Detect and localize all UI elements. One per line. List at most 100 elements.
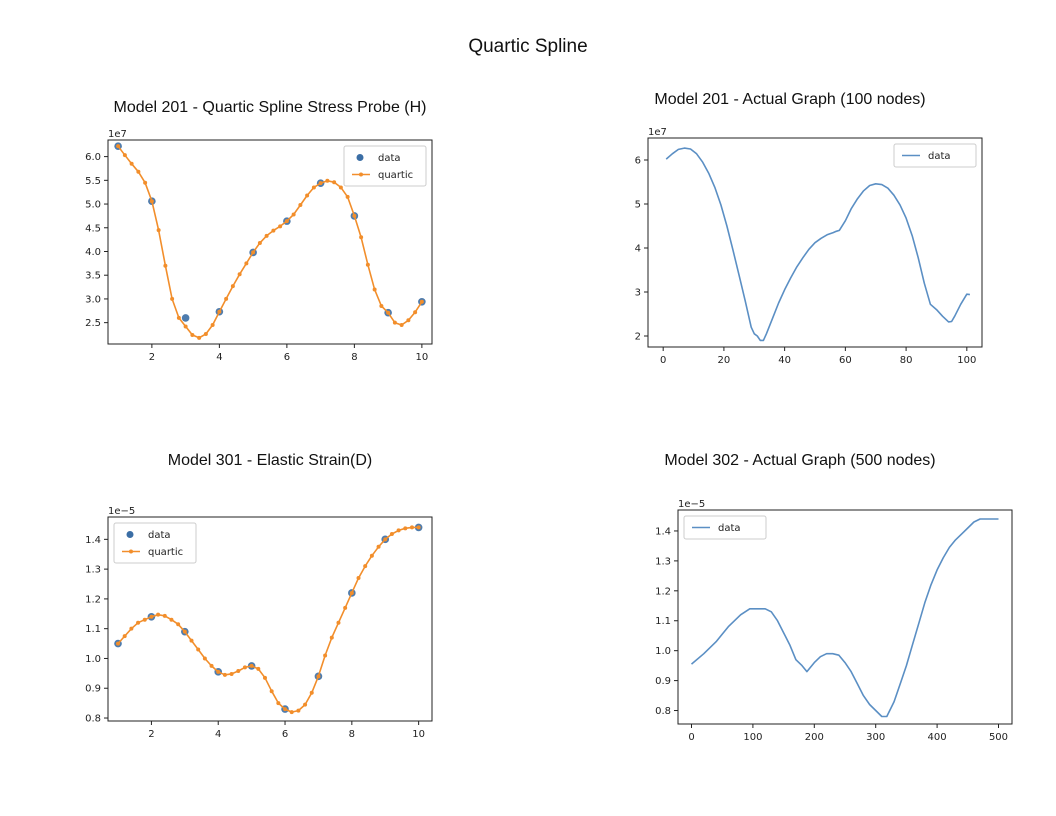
chart-2-title: Model 201 - Actual Graph (100 nodes) — [654, 91, 926, 108]
series-quartic-point — [149, 199, 154, 204]
series-quartic-point — [129, 161, 134, 166]
series-quartic-point — [363, 564, 368, 569]
series-quartic-point — [291, 212, 296, 217]
y-tick-label: 0.8 — [85, 714, 101, 725]
y-tick-label: 6.0 — [85, 152, 101, 163]
series-quartic-point — [196, 647, 201, 652]
series-quartic-point — [376, 544, 381, 549]
series-quartic-point — [372, 287, 377, 292]
series-quartic-point — [386, 310, 391, 315]
legend-label: data — [148, 530, 171, 541]
series-quartic-point — [189, 638, 194, 643]
y-tick-label: 6 — [635, 156, 641, 167]
x-tick-label: 6 — [282, 729, 288, 740]
series-quartic-point — [176, 315, 181, 320]
series-quartic-point — [316, 674, 321, 679]
y-tick-label: 5.5 — [85, 176, 101, 187]
series-quartic-point — [256, 666, 261, 671]
series-quartic-point — [222, 672, 227, 677]
y-tick-label: 4 — [635, 244, 641, 255]
y-tick-label: 1.1 — [85, 624, 101, 635]
series-quartic-point — [183, 324, 188, 329]
x-tick-label: 8 — [349, 729, 355, 740]
series-data-point — [181, 314, 190, 322]
x-tick-label: 300 — [866, 732, 885, 743]
series-quartic-point — [379, 304, 384, 309]
x-tick-label: 0 — [688, 732, 694, 743]
series-quartic-point — [129, 626, 134, 631]
axis-offset-text: 1e7 — [108, 129, 127, 140]
chart-3-elastic-strain: 1e−5 2 4 6 8 10 0.8 0.9 1.0 1.1 1.2 1.3 1.4 data quart… — [85, 506, 433, 740]
series-quartic-point — [283, 707, 288, 712]
y-tick-label: 2 — [635, 332, 641, 343]
series-quartic-point — [389, 531, 394, 536]
y-tick-label: 1.2 — [85, 594, 101, 605]
y-tick-label: 1.3 — [655, 556, 671, 567]
series-quartic-point — [296, 708, 301, 713]
series-quartic-point — [419, 299, 424, 304]
series-quartic-point — [396, 528, 401, 533]
series-quartic-point — [230, 284, 235, 289]
series-quartic-point — [284, 219, 289, 224]
y-tick-label: 0.9 — [655, 676, 671, 687]
legend-box — [893, 143, 977, 168]
legend: data quartic — [113, 522, 197, 564]
x-tick-label: 100 — [743, 732, 762, 743]
series-quartic-point — [303, 702, 308, 707]
series-quartic-point — [244, 261, 249, 266]
series-quartic-point — [237, 272, 242, 277]
x-tick-label: 400 — [928, 732, 947, 743]
x-tick-label: 2 — [148, 729, 154, 740]
legend-marker — [129, 549, 133, 554]
series-quartic-point — [143, 180, 148, 185]
series-quartic-point — [365, 262, 370, 267]
series-quartic-point — [311, 185, 316, 190]
chart-4-title: Model 302 - Actual Graph (500 nodes) — [664, 452, 936, 469]
series-data-line — [690, 518, 999, 718]
series-quartic-point — [345, 194, 350, 199]
series-quartic-point — [116, 641, 121, 646]
series-quartic-point — [289, 710, 294, 715]
legend-box — [683, 515, 767, 540]
series-quartic-point — [242, 665, 247, 670]
x-tick-label: 4 — [216, 352, 222, 363]
y-tick-label: 5.0 — [85, 200, 101, 211]
series-quartic-point — [278, 224, 283, 229]
series-quartic-point — [409, 525, 414, 530]
legend-label: data — [928, 151, 951, 162]
x-tick-label: 60 — [839, 355, 852, 366]
series-quartic-point — [202, 656, 207, 661]
series-quartic-point — [156, 228, 161, 233]
x-tick-label: 40 — [778, 355, 791, 366]
series-quartic-point — [325, 178, 330, 183]
axis-offset-text: 1e−5 — [108, 506, 135, 517]
series-quartic-point — [271, 228, 276, 233]
x-tick-label: 500 — [989, 732, 1008, 743]
x-tick-label: 0 — [660, 355, 666, 366]
series-quartic-point — [406, 318, 411, 323]
plot-frame — [107, 516, 433, 722]
legend-marker — [356, 154, 364, 161]
series-quartic-point — [338, 185, 343, 190]
series-quartic-point — [203, 332, 208, 337]
x-tick-label: 10 — [416, 352, 429, 363]
legend: data quartic — [343, 145, 427, 187]
series-quartic-line — [117, 526, 419, 713]
series-quartic-point — [170, 296, 175, 301]
series-quartic-point — [229, 671, 234, 676]
series-quartic-point — [136, 620, 141, 625]
page-title: Quartic Spline — [468, 36, 588, 57]
series-quartic-point — [392, 320, 397, 325]
x-tick-label: 2 — [149, 352, 155, 363]
chart-2-actual-graph-100: 1e7 0 20 40 60 80 100 2 3 4 5 6 data — [635, 127, 983, 366]
axis-offset-text: 1e−5 — [678, 499, 705, 510]
series-quartic-point — [122, 153, 127, 158]
y-tick-label: 3.5 — [85, 271, 101, 282]
series-quartic-point — [176, 622, 181, 627]
chart-1-title: Model 201 - Quartic Spline Stress Probe … — [113, 99, 427, 116]
plot-frame — [677, 509, 1013, 725]
x-tick-label: 10 — [412, 729, 425, 740]
series-quartic-point — [383, 537, 388, 542]
series-quartic-point — [156, 612, 161, 617]
x-tick-label: 20 — [718, 355, 731, 366]
